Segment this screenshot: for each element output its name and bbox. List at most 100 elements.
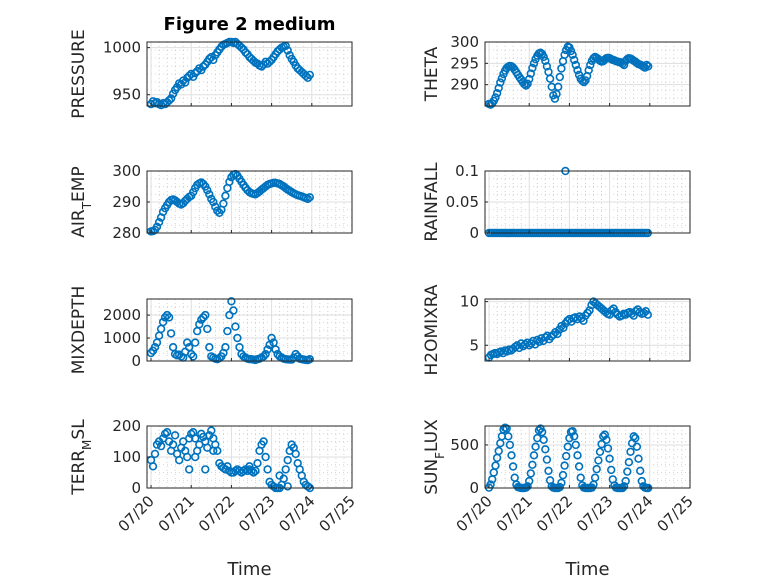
- data-series: [484, 42, 653, 109]
- data-point: [209, 197, 218, 207]
- data-point: [576, 473, 585, 482]
- y-tick-label: 200: [112, 417, 141, 435]
- figure-title: Figure 2 medium: [164, 14, 336, 35]
- data-point: [191, 434, 200, 443]
- data-point: [181, 78, 190, 87]
- data-point: [524, 74, 534, 84]
- data-point: [510, 342, 520, 352]
- data-point: [619, 482, 629, 491]
- data-point: [523, 482, 532, 491]
- y-axis-label: TERRMSL: [69, 419, 94, 496]
- data-point: [526, 69, 535, 78]
- y-axis-label: PRESSURE: [69, 29, 89, 118]
- data-point: [166, 329, 176, 338]
- data-point: [160, 429, 170, 438]
- data-point: [643, 310, 652, 319]
- data-point: [191, 338, 200, 347]
- data-point: [520, 79, 529, 89]
- y-axis-label-subscript: T: [80, 201, 94, 210]
- y-axis-label-part: TERR: [69, 450, 89, 496]
- data-point: [225, 466, 234, 476]
- axes-frame: [484, 425, 691, 489]
- data-point: [168, 440, 178, 449]
- data-point: [221, 343, 230, 352]
- data-point: [213, 206, 222, 215]
- data-point: [245, 462, 254, 471]
- data-point: [187, 349, 196, 359]
- data-point: [162, 428, 172, 437]
- axes-frame: [484, 41, 691, 107]
- x-tick-label: 07/25: [316, 492, 359, 535]
- data-point: [573, 451, 582, 460]
- data-point: [557, 64, 566, 73]
- data-point: [283, 455, 292, 465]
- data-point: [581, 76, 590, 85]
- data-point: [162, 310, 172, 320]
- y-axis-label-part: SL: [69, 419, 89, 440]
- data-point: [191, 452, 200, 462]
- data-point: [156, 441, 166, 451]
- data-point: [303, 194, 312, 204]
- data-point: [303, 482, 312, 491]
- data-point: [203, 186, 212, 195]
- subplot-2: 290 295 300 THETA: [422, 33, 691, 109]
- data-point: [154, 218, 164, 227]
- data-point: [265, 57, 274, 66]
- subplot-5: 0 1000 2000 MIXDEPTH: [69, 286, 353, 374]
- data-point: [205, 343, 214, 352]
- data-point: [505, 440, 515, 450]
- data-point: [215, 354, 224, 363]
- data-point: [578, 76, 587, 86]
- data-series: [146, 426, 314, 493]
- data-point: [291, 449, 300, 459]
- data-point: [539, 435, 548, 444]
- data-point: [164, 96, 174, 105]
- data-point: [183, 452, 192, 462]
- data-series: [146, 297, 314, 365]
- data-point: [491, 93, 500, 102]
- x-axis-label: Time: [564, 559, 609, 580]
- data-point: [305, 70, 314, 80]
- data-point: [571, 60, 580, 70]
- data-point: [283, 46, 292, 55]
- data-point: [237, 43, 246, 52]
- data-point: [195, 320, 204, 329]
- x-tick-label: 07/24: [275, 492, 318, 535]
- x-tick-label: 07/20: [115, 492, 158, 535]
- data-point: [559, 323, 568, 332]
- subplot-1: 950 1000 PRESSURE Figure 2 medium: [69, 14, 353, 119]
- y-tick-label: 0: [469, 224, 479, 242]
- data-point: [150, 449, 160, 459]
- data-point: [267, 333, 276, 343]
- data-point: [189, 187, 198, 197]
- data-point: [597, 439, 606, 449]
- x-tick-label: 07/24: [613, 492, 656, 535]
- data-point: [544, 466, 553, 475]
- y-tick-label: 1000: [103, 329, 141, 347]
- axes-frame: [146, 298, 353, 362]
- y-axis-label: AIRTEMP: [69, 166, 94, 237]
- data-point: [146, 348, 156, 358]
- data-point: [523, 79, 532, 89]
- data-point: [231, 322, 240, 331]
- data-point: [170, 431, 180, 440]
- data-point: [253, 459, 262, 468]
- data-point: [203, 324, 212, 334]
- data-point: [305, 355, 314, 364]
- data-point: [305, 193, 314, 202]
- data-point: [537, 427, 547, 437]
- data-point: [491, 461, 500, 470]
- subplot-3: 280 290 300 AIRTEMP: [69, 162, 353, 242]
- subplot-6: 5 10 H2OMIXRA: [422, 284, 691, 376]
- data-point: [148, 462, 158, 471]
- y-tick-label: 10: [460, 293, 479, 311]
- data-point: [573, 65, 582, 75]
- data-point: [209, 55, 218, 65]
- y-tick-label: 950: [112, 86, 141, 104]
- data-point: [568, 50, 577, 59]
- data-point: [150, 343, 160, 352]
- data-point: [555, 72, 564, 82]
- data-point: [205, 190, 214, 199]
